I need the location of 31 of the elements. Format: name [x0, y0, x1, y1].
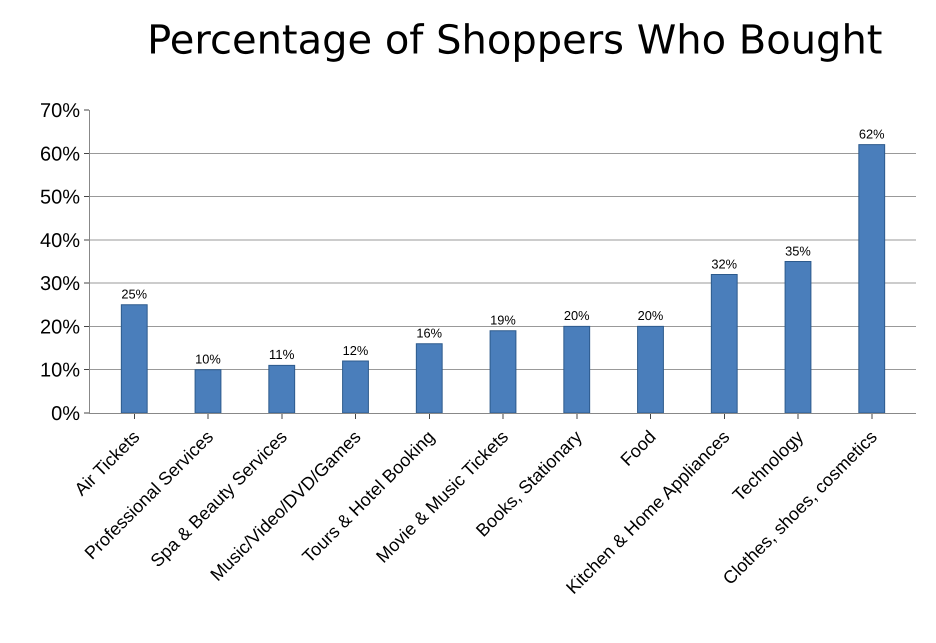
y-tick-label: 30%: [40, 273, 80, 296]
bar: [637, 326, 664, 413]
bar: [858, 144, 886, 413]
bar: [784, 261, 812, 413]
y-tick-label: 0%: [51, 403, 80, 425]
data-label: 10%: [195, 352, 221, 366]
data-label: 11%: [268, 347, 295, 362]
data-label: 20%: [564, 308, 590, 324]
data-label: 16%: [416, 326, 442, 341]
bar: [563, 326, 590, 413]
bar: [342, 360, 369, 413]
y-tick-label: 20%: [40, 316, 80, 338]
y-tick-label: 70%: [40, 100, 80, 122]
y-tick-label: 10%: [40, 360, 80, 382]
bar: [120, 304, 148, 413]
y-tick-label: 40%: [40, 230, 80, 252]
chart-title: Percentage of Shoppers Who Bought: [147, 18, 882, 64]
data-label: 12%: [342, 342, 368, 358]
bar: [194, 369, 222, 413]
y-tick-label: 60%: [40, 143, 80, 166]
data-label: 32%: [711, 256, 738, 272]
data-label: 25%: [121, 286, 148, 302]
data-label: 62%: [858, 126, 885, 142]
y-tick-label: 50%: [40, 186, 80, 209]
bar: [490, 330, 516, 413]
bar: [268, 364, 296, 413]
data-label: 19%: [490, 312, 516, 328]
bar: [416, 343, 443, 413]
bar: [710, 274, 738, 413]
data-label: 35%: [785, 243, 811, 258]
data-label: 20%: [638, 308, 664, 324]
